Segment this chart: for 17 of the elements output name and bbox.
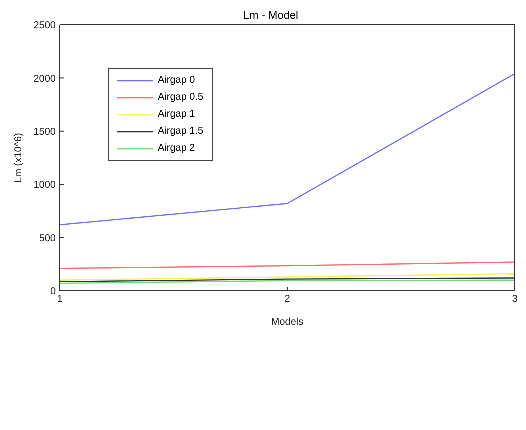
y-tick-label: 2000 (34, 74, 56, 85)
y-tick-label: 2500 (34, 20, 56, 32)
y-tick-label: 1000 (34, 180, 56, 192)
x-tick-label: 1 (57, 294, 64, 306)
chart-title: Lm - Model (242, 10, 300, 22)
y-tick-label: 0 (50, 286, 56, 298)
legend-label: Airgap 1.5 (158, 126, 204, 137)
x-tick-label: 2 (284, 294, 291, 306)
y-tick-label: 500 (39, 233, 56, 244)
legend-label: Airgap 0.5 (158, 92, 204, 103)
legend-label: Airgap 2 (158, 143, 196, 154)
legend-label: Airgap 0 (158, 75, 196, 86)
legend-label: Airgap 1 (158, 109, 196, 120)
x-axis-title: Models (271, 317, 304, 328)
y-tick-label: 1500 (34, 126, 56, 138)
x-tick-label: 3 (512, 294, 518, 306)
y-axis-title: Lm (x10^6) (14, 133, 25, 183)
